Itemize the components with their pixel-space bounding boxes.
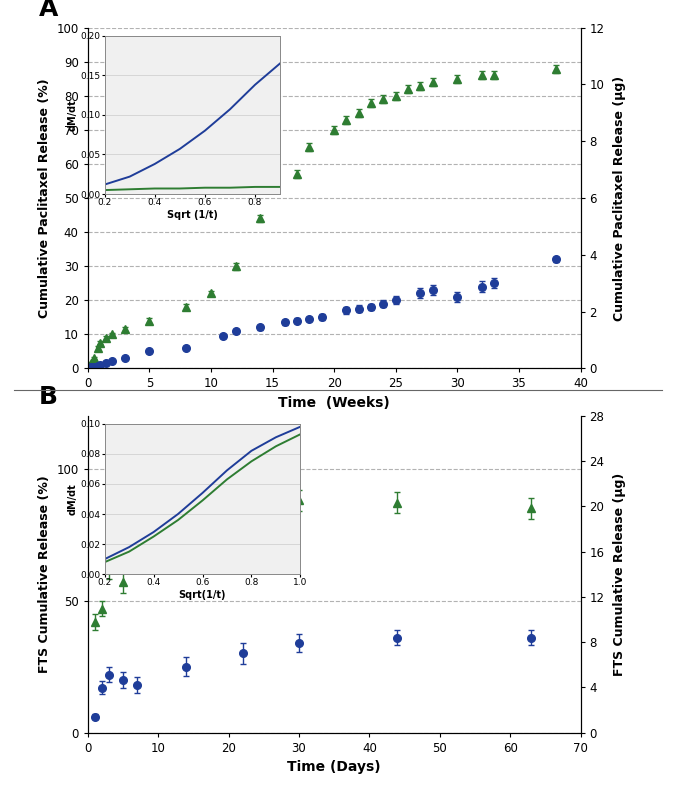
X-axis label: Time (Days): Time (Days)	[288, 760, 381, 775]
Y-axis label: Cumulative Paclitaxel Release (μg): Cumulative Paclitaxel Release (μg)	[613, 75, 626, 321]
Y-axis label: dM/dt: dM/dt	[68, 99, 78, 131]
Y-axis label: Cumulative Paclitaxel Release (%): Cumulative Paclitaxel Release (%)	[38, 78, 51, 318]
Text: B: B	[38, 386, 57, 409]
Y-axis label: dM/dt: dM/dt	[68, 483, 78, 515]
Text: A: A	[38, 0, 58, 21]
X-axis label: Sqrt(1/t): Sqrt(1/t)	[179, 590, 226, 600]
X-axis label: Sqrt (1/t): Sqrt (1/t)	[167, 210, 218, 220]
Y-axis label: FTS Cumulative Release (%): FTS Cumulative Release (%)	[38, 475, 51, 673]
X-axis label: Time  (Weeks): Time (Weeks)	[278, 396, 390, 410]
Y-axis label: FTS Cumulative Release (μg): FTS Cumulative Release (μg)	[613, 473, 626, 676]
